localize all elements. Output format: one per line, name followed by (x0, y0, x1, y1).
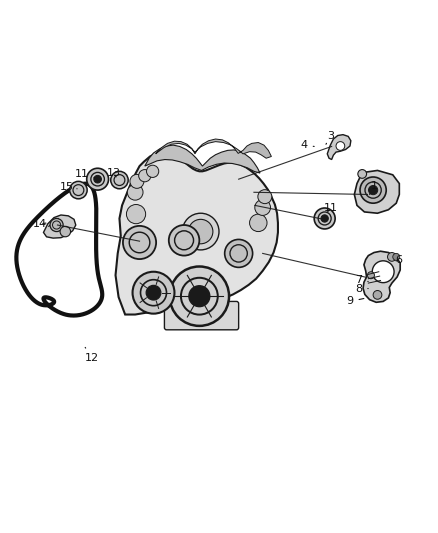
Circle shape (367, 272, 374, 279)
Text: 13: 13 (106, 168, 120, 177)
Circle shape (50, 219, 63, 231)
Circle shape (321, 215, 328, 222)
Circle shape (258, 190, 272, 204)
Circle shape (127, 205, 146, 224)
Circle shape (336, 142, 345, 150)
FancyBboxPatch shape (164, 302, 239, 330)
Text: 9: 9 (346, 296, 364, 306)
Text: 12: 12 (85, 348, 99, 363)
Text: 14: 14 (33, 219, 47, 229)
Text: 11: 11 (324, 203, 338, 213)
Circle shape (188, 220, 213, 244)
Text: 6: 6 (396, 255, 403, 265)
Polygon shape (116, 152, 278, 314)
Circle shape (368, 185, 378, 195)
Circle shape (372, 261, 394, 282)
Circle shape (373, 290, 382, 299)
Circle shape (225, 239, 253, 268)
Circle shape (87, 168, 109, 190)
Circle shape (94, 175, 102, 183)
Text: 4: 4 (300, 140, 314, 150)
Circle shape (169, 225, 199, 256)
Circle shape (70, 181, 87, 199)
Text: 7: 7 (355, 276, 368, 286)
Circle shape (146, 285, 161, 300)
Circle shape (182, 213, 219, 250)
Circle shape (130, 174, 144, 188)
Circle shape (314, 208, 335, 229)
Circle shape (189, 286, 210, 306)
Polygon shape (354, 171, 399, 213)
Text: 11: 11 (74, 169, 95, 179)
Circle shape (250, 214, 267, 231)
Circle shape (111, 171, 128, 189)
Circle shape (60, 227, 71, 237)
Circle shape (255, 200, 271, 215)
Text: 3: 3 (326, 131, 334, 144)
Text: 15: 15 (60, 182, 77, 192)
Polygon shape (363, 251, 400, 302)
Polygon shape (43, 215, 76, 238)
Polygon shape (145, 145, 260, 173)
Circle shape (393, 253, 400, 261)
Circle shape (127, 184, 143, 200)
Polygon shape (327, 135, 351, 159)
Circle shape (139, 169, 151, 182)
Circle shape (147, 165, 159, 177)
Polygon shape (155, 139, 272, 158)
Circle shape (358, 169, 367, 179)
Text: 8: 8 (355, 284, 368, 294)
Circle shape (133, 272, 174, 313)
Text: 1: 1 (370, 181, 378, 195)
Circle shape (388, 253, 396, 261)
Circle shape (123, 226, 156, 259)
Circle shape (360, 177, 386, 203)
Circle shape (170, 266, 229, 326)
